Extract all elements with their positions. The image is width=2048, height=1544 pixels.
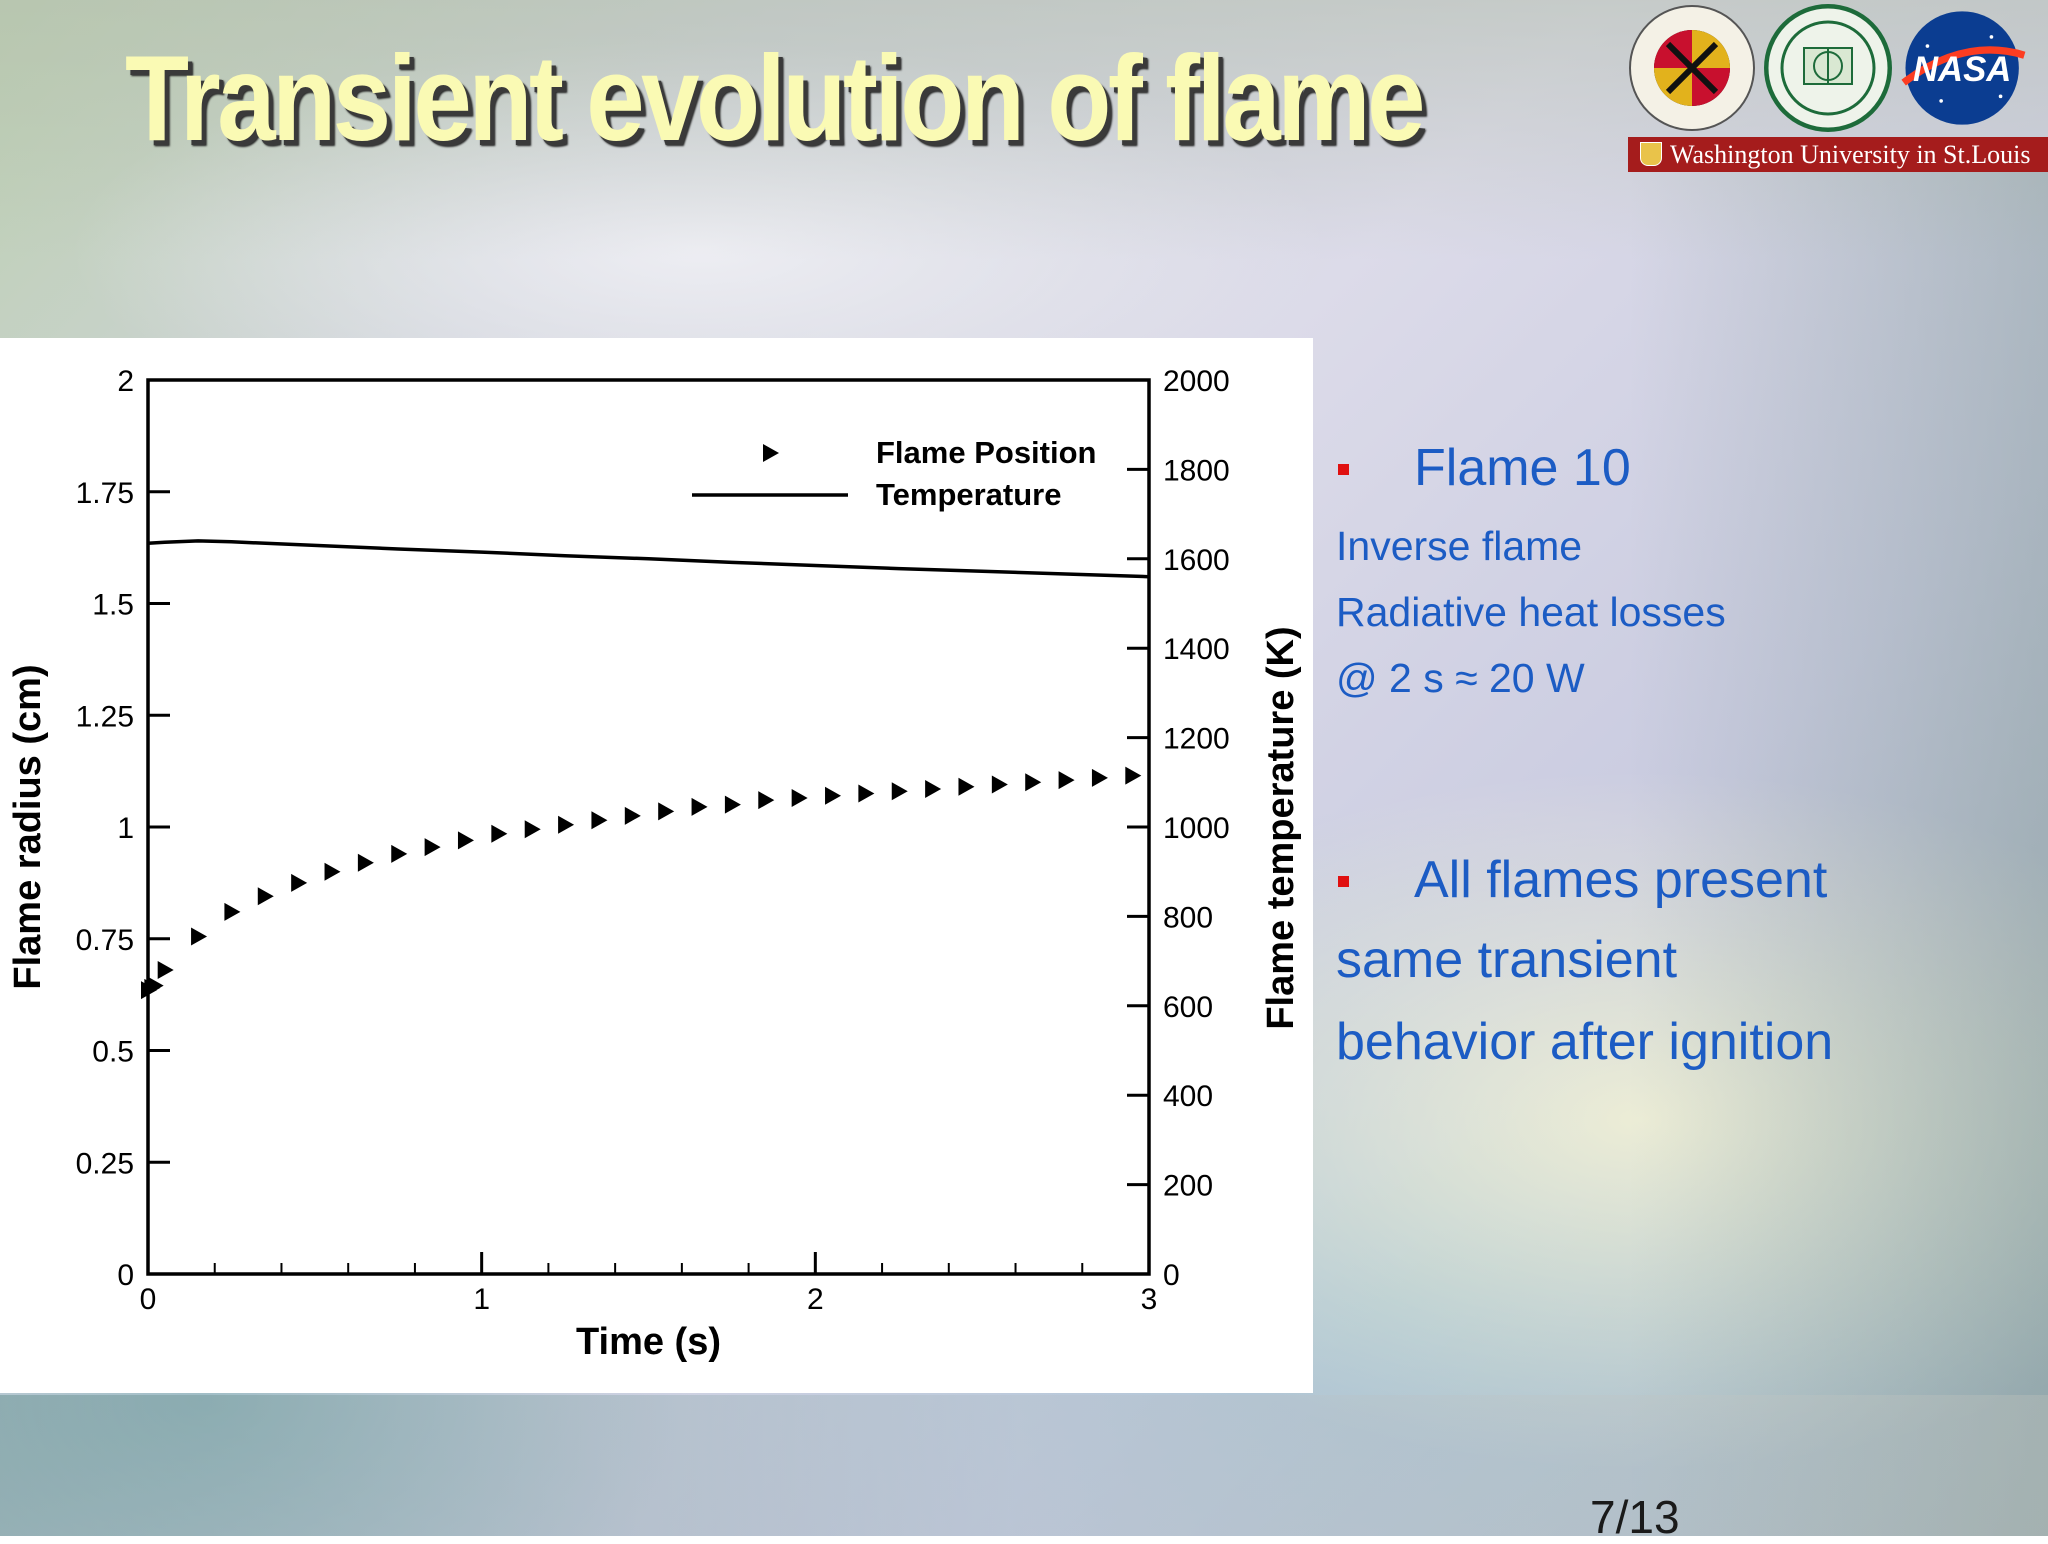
y2-axis-label: Flame temperature (K)	[1260, 626, 1302, 1029]
flame-position-point	[291, 873, 308, 892]
background-band-right	[1628, 170, 2048, 1536]
flame-position-point	[958, 777, 975, 796]
flame-position-point	[324, 862, 341, 881]
legend-label: Temperature	[876, 477, 1062, 512]
washu-shield-icon	[1640, 142, 1662, 166]
legend-triangle-swatch	[763, 444, 779, 462]
flame-position-point	[758, 791, 775, 810]
y2-tick-label: 1800	[1163, 454, 1230, 487]
flame-position-point	[991, 775, 1008, 794]
flame-position-point	[891, 782, 908, 801]
chart-panel: 0 1 2 3 0 0.25 0.5 0.75 1 1.25 1.5 1.75 2 0 200 400 600 8…	[0, 338, 1313, 1393]
flame-position-point	[457, 831, 474, 850]
bullet-line: behavior after ignition	[1336, 1013, 1834, 1071]
bullet-line: Inverse flame	[1336, 523, 1583, 569]
y2-tick-label: 2000	[1163, 365, 1230, 398]
flame-position-point	[1125, 766, 1142, 785]
y2-tick-label: 1600	[1163, 544, 1230, 577]
y2-tick-label: 1200	[1163, 723, 1230, 756]
flame-position-point	[858, 784, 875, 803]
maryland-seal-icon	[1629, 5, 1755, 131]
flame-position-point	[791, 788, 808, 807]
flame-position-point	[691, 797, 708, 816]
y2-tick-label: 600	[1163, 991, 1213, 1024]
slide-title: Transient evolution of flame	[125, 30, 1425, 166]
bullet-line: same transient	[1336, 931, 1678, 989]
y-tick-label: 0.25	[76, 1147, 134, 1180]
slide-number: 7/13	[1590, 1491, 1680, 1543]
y-tick-label: 1.25	[76, 700, 134, 733]
bullet-marker-icon	[1338, 464, 1349, 475]
y2-tick-label: 1400	[1163, 633, 1230, 666]
y-axis-label: Flame radius (cm)	[7, 664, 49, 989]
flame-position-point	[424, 838, 441, 857]
flame-position-point	[391, 844, 408, 863]
flame-position-point	[191, 927, 208, 946]
flame-position-point	[591, 811, 608, 830]
plot-frame	[146, 378, 1151, 1276]
institution-logos: NASA Washington University in St.Louis	[1628, 0, 2048, 172]
flame-position-point	[558, 815, 575, 834]
flame-position-point	[825, 786, 842, 805]
washu-banner: Washington University in St.Louis	[1628, 137, 2048, 172]
y2-tick-label: 400	[1163, 1080, 1213, 1113]
x-tick-label: 3	[1141, 1283, 1158, 1316]
flame-position-point	[1091, 768, 1108, 787]
flame-position-point	[257, 887, 274, 906]
x-axis-label: Time (s)	[576, 1321, 721, 1363]
flame-position-point	[624, 806, 641, 825]
flame-position-point	[925, 780, 942, 799]
nasa-logo-icon: NASA	[1901, 11, 2026, 125]
y-tick-label: 1.5	[92, 589, 134, 622]
bullet-line: Radiative heat losses	[1336, 589, 1726, 635]
y2-tick-label: 0	[1163, 1259, 1180, 1292]
nasa-logo-text: NASA	[1913, 51, 2011, 89]
y-tick-label: 0.75	[76, 924, 134, 957]
flame-position-point	[524, 820, 541, 839]
y2-tick-label: 200	[1163, 1170, 1213, 1203]
y-tick-label: 0	[117, 1259, 134, 1292]
flame-position-point	[357, 853, 374, 872]
y2-tick-label: 800	[1163, 901, 1213, 934]
hawaii-seal-icon	[1764, 4, 1892, 132]
legend-label: Flame Position	[876, 435, 1096, 470]
flame-position-point	[724, 795, 741, 814]
y-tick-label: 0.5	[92, 1036, 134, 1069]
y-tick-label: 1.75	[76, 477, 134, 510]
washu-banner-text: Washington University in St.Louis	[1670, 140, 2031, 169]
y-tick-label: 1	[117, 812, 134, 845]
background-band-bottom	[0, 1395, 2048, 1536]
y-tick-label: 2	[117, 365, 134, 398]
flame-position-point	[1058, 771, 1075, 790]
x-tick-label: 0	[140, 1283, 157, 1316]
y2-tick-label: 1000	[1163, 812, 1230, 845]
x-tick-label: 2	[807, 1283, 824, 1316]
bullet-marker-icon	[1338, 876, 1349, 887]
bullet-heading: Flame 10	[1414, 439, 1631, 497]
flame-position-point	[491, 824, 508, 843]
flame-position-point	[157, 961, 174, 980]
flame-position-point	[1025, 773, 1042, 792]
flame-position-point	[147, 976, 164, 995]
x-tick-label: 1	[473, 1283, 490, 1316]
flame-position-point	[658, 802, 675, 821]
flame-position-point	[224, 902, 241, 921]
bullet-heading: All flames present	[1414, 851, 1828, 909]
temperature-line	[147, 539, 1150, 579]
flame-chart: 0 1 2 300.250.50.7511.251.51.75202004006008…	[7, 365, 1302, 1363]
bullet-line: @ 2 s ≈ 20 W	[1336, 655, 1585, 701]
